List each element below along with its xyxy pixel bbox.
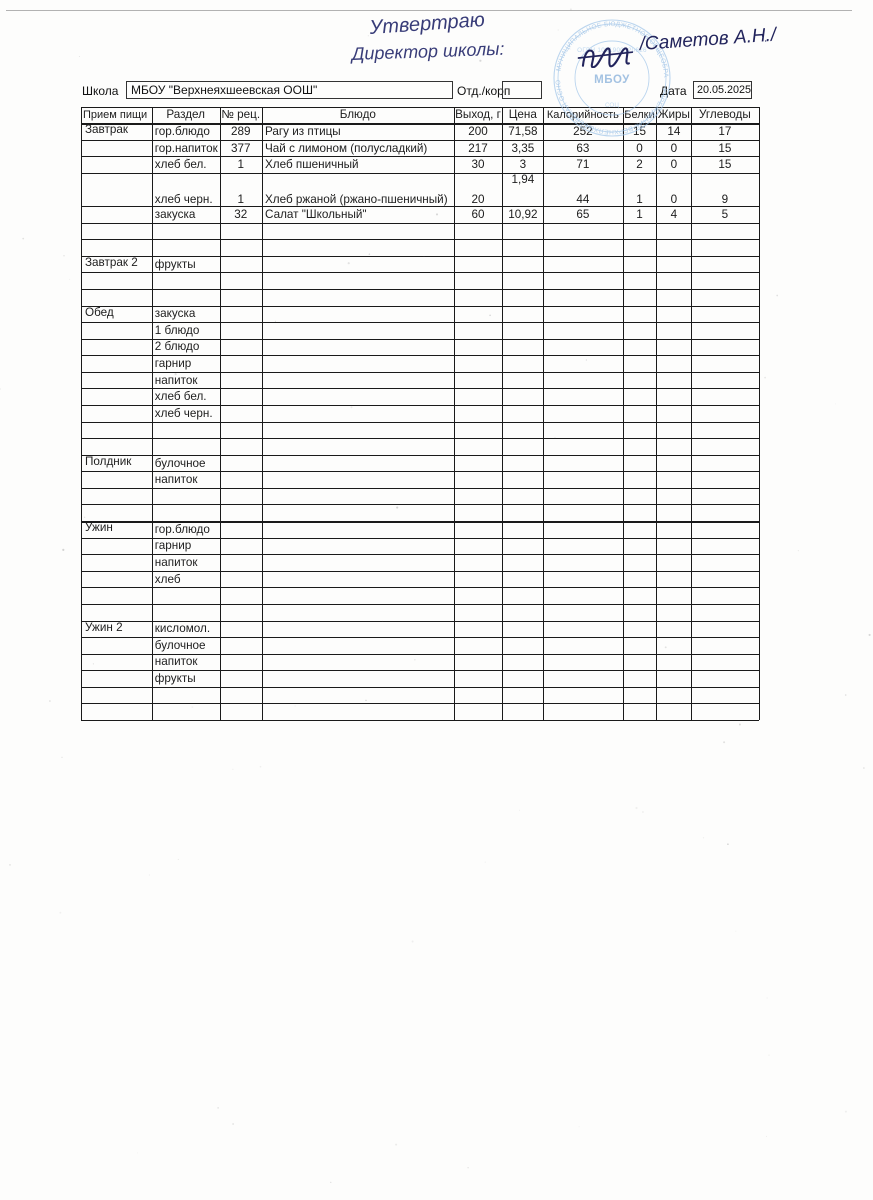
svg-text:Директор школы:: Директор школы: [350,39,505,64]
svg-text:СОЦ: СОЦ [605,102,619,109]
svg-text:/Саметов А.Н./: /Саметов А.Н./ [637,24,779,55]
svg-text:Утвертраю: Утвертраю [368,9,486,39]
svg-text:МБОУ: МБОУ [594,74,630,86]
